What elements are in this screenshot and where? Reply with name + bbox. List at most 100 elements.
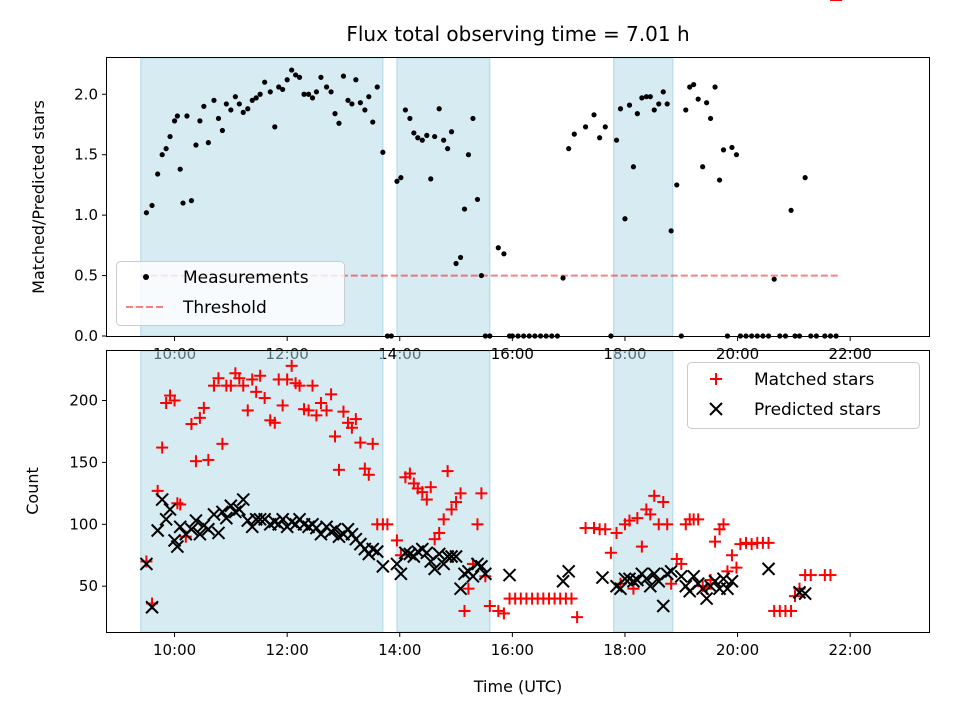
measurement-point [470,115,476,122]
measurement-point [407,115,413,122]
bottom-axes-frame [106,350,930,633]
matched-star-point [479,570,492,583]
measurement-point [232,94,238,100]
measurement-point [674,182,680,188]
matched-star-point [458,604,471,617]
matched-star-point [254,369,267,382]
predicted-star-point [390,557,404,571]
matched-star-point [441,465,454,478]
matched-star-point [635,540,648,553]
bottom-spans [140,350,674,633]
measurement-point [223,101,229,107]
bottom-x-tick-label: 10:00 [153,641,196,659]
measurement-point [613,137,620,143]
legend-predicted-label: Predicted stars [754,400,881,420]
matched-star-point [306,379,319,392]
measurement-point [643,94,649,100]
measurement-point [398,175,404,181]
bottom-observing-span [396,350,491,633]
bottom-x-tick-label: 22:00 [829,641,872,659]
matched-star-point [250,385,263,398]
measurement-point [428,176,434,182]
predicted-star-point [253,512,267,527]
predicted-star-point [170,539,185,554]
legend-matched-label: Matched stars [754,370,874,390]
matched-star-point [483,600,496,613]
matched-star-point [202,453,215,466]
measurement-point [177,166,183,172]
measurement-point [683,107,689,113]
measurement-point [328,89,334,95]
predicted-star-point [556,574,570,588]
measurement-point [720,147,727,153]
predicted-star-point [643,579,658,593]
legend-matched-marker [710,373,722,385]
matched-star-point [740,536,753,549]
measurement-point [240,109,246,115]
top-x-tick-label: 22:00 [829,345,872,363]
matched-star-point [185,418,198,431]
predicted-star-point [139,557,154,571]
matched-star-point [362,468,375,481]
matched-star-point [730,561,743,574]
matched-star-point [168,394,181,407]
predicted-star-point [478,567,493,581]
measurement-point [318,74,324,80]
bottom-x-tick-label: 18:00 [603,641,646,659]
matched-star-point [332,463,345,476]
matched-star-point [354,436,367,449]
matched-star-point [428,533,441,546]
measurement-point [571,131,577,137]
measurement-point [478,272,485,279]
matched-star-point [302,404,315,417]
predicted-star-point [470,557,485,571]
measurement-point [149,202,155,209]
predicted-star-point [211,526,226,540]
matched-star-point [692,513,705,526]
measurement-point [788,207,794,213]
matched-star-point [657,496,670,509]
matched-star-point [497,607,510,620]
measurement-point [211,97,217,103]
predicted-star-point [639,572,654,586]
predicted-star-point [695,581,710,596]
bottom-y-axis-label: Count [23,467,42,515]
measurement-point [424,132,430,138]
predicted-star-point [502,568,517,582]
matched-star-point [160,396,173,409]
top-y-tick-label: 0.0 [74,327,98,345]
predicted-star-point [595,570,610,585]
predicted-star-point [314,527,328,541]
bottom-y-tick-label: 200 [69,392,98,410]
measurement-point [309,95,316,101]
matched-star-point [588,522,601,535]
predicted-star-point [215,505,230,519]
matched-star-point [171,497,184,510]
predicted-star-point [163,502,177,517]
measurement-point [729,144,735,151]
measurement-point [313,89,320,95]
measurement-point [597,135,603,141]
measurement-point [707,115,714,122]
measurement-point [370,119,376,125]
measurement-point [582,124,589,130]
matched-star-point [293,379,306,392]
measurement-point [687,84,693,90]
matched-star-point [403,467,416,480]
measurement-point [167,133,173,140]
matched-star-point [233,372,246,385]
matched-star-point [725,549,738,562]
predicted-star-point [761,562,776,576]
predicted-star-point [275,512,290,527]
predicted-star-point [376,559,390,574]
predicted-star-point [647,567,661,581]
measurement-point [374,84,380,90]
matched-star-point [258,392,271,405]
measurement-point [249,97,255,103]
predicted-star-point [561,564,576,579]
top-x-tick-label: 16:00 [491,345,534,363]
measurement-point [332,111,338,117]
matched-star-point [824,569,837,582]
predicted-star-point [145,600,159,614]
matched-star-point [475,487,488,500]
